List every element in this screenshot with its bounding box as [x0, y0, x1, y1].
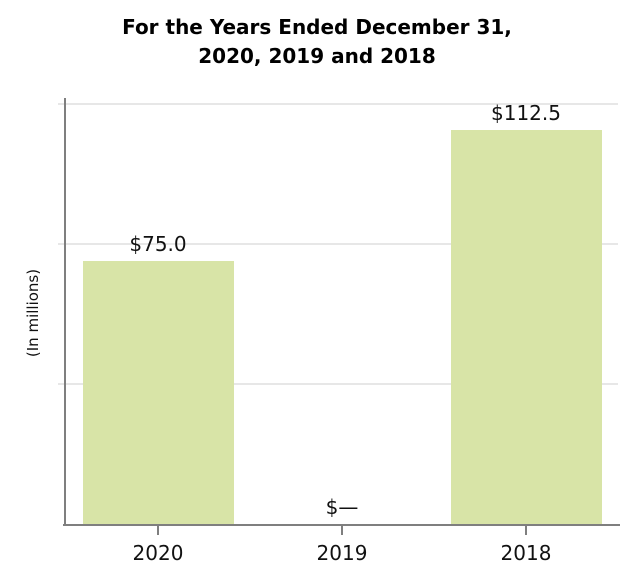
chart-title: For the Years Ended December 31, 2020, 2…: [0, 13, 634, 71]
gridline: [58, 382, 618, 385]
x-tick-2018: [525, 526, 527, 535]
y-axis-title: (In millions): [24, 268, 42, 358]
bar-2020: [82, 261, 234, 524]
chart-title-line-1: For the Years Ended December 31,: [122, 15, 512, 39]
x-axis-label-2018: 2018: [500, 541, 552, 565]
x-axis-label-2020: 2020: [132, 541, 184, 565]
x-axis-line: [63, 524, 620, 526]
gridline: [58, 102, 618, 105]
y-axis-line: [64, 98, 66, 526]
x-tick-2020: [157, 526, 159, 535]
bar-value-label-2020: $75.0: [129, 232, 187, 257]
plot-area: $75.0 $— $112.5 2020 2019 2018: [58, 98, 618, 565]
bar-value-label-2019: $—: [325, 495, 359, 519]
gridline: [58, 242, 618, 245]
x-tick-2019: [341, 526, 343, 535]
bar-value-label-2018: $112.5: [491, 100, 561, 125]
bar-2018: [450, 129, 602, 524]
chart-title-line-2: 2020, 2019 and 2018: [198, 44, 436, 68]
x-axis-label-2019: 2019: [316, 541, 368, 565]
